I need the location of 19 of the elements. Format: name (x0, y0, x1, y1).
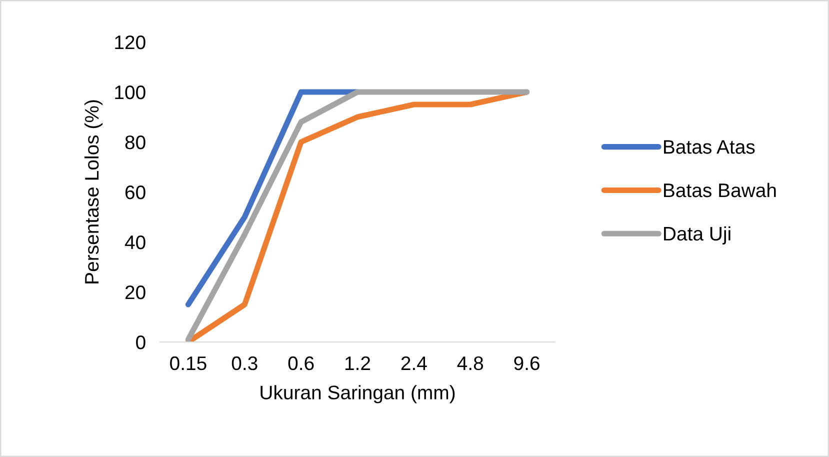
y-tick-label: 60 (125, 185, 146, 200)
x-tick-label: 0.15 (170, 356, 206, 370)
legend-label: Batas Bawah (664, 182, 776, 198)
x-tick-label: 1.2 (345, 356, 370, 370)
x-tick-label: 0.3 (232, 356, 258, 370)
y-axis-title: Persentase Lolos (%) (84, 100, 103, 284)
x-tick-label: 2.4 (401, 356, 427, 370)
legend-label: Data Uji (664, 226, 730, 244)
y-tick-label: 120 (115, 35, 146, 50)
y-tick-label: 80 (125, 135, 146, 150)
y-tick-label: 0 (136, 335, 146, 350)
x-tick-label: 4.8 (457, 356, 484, 370)
x-tick-label: 0.6 (288, 356, 314, 370)
legend-label: Batas Atas (664, 140, 755, 154)
y-tick-label: 40 (124, 235, 146, 250)
y-tick-label: 100 (115, 85, 146, 100)
x-axis-title: Ukuran Saringan (mm) (260, 385, 455, 404)
x-tick-label: 9.6 (514, 356, 540, 370)
y-tick-label: 20 (125, 285, 146, 300)
